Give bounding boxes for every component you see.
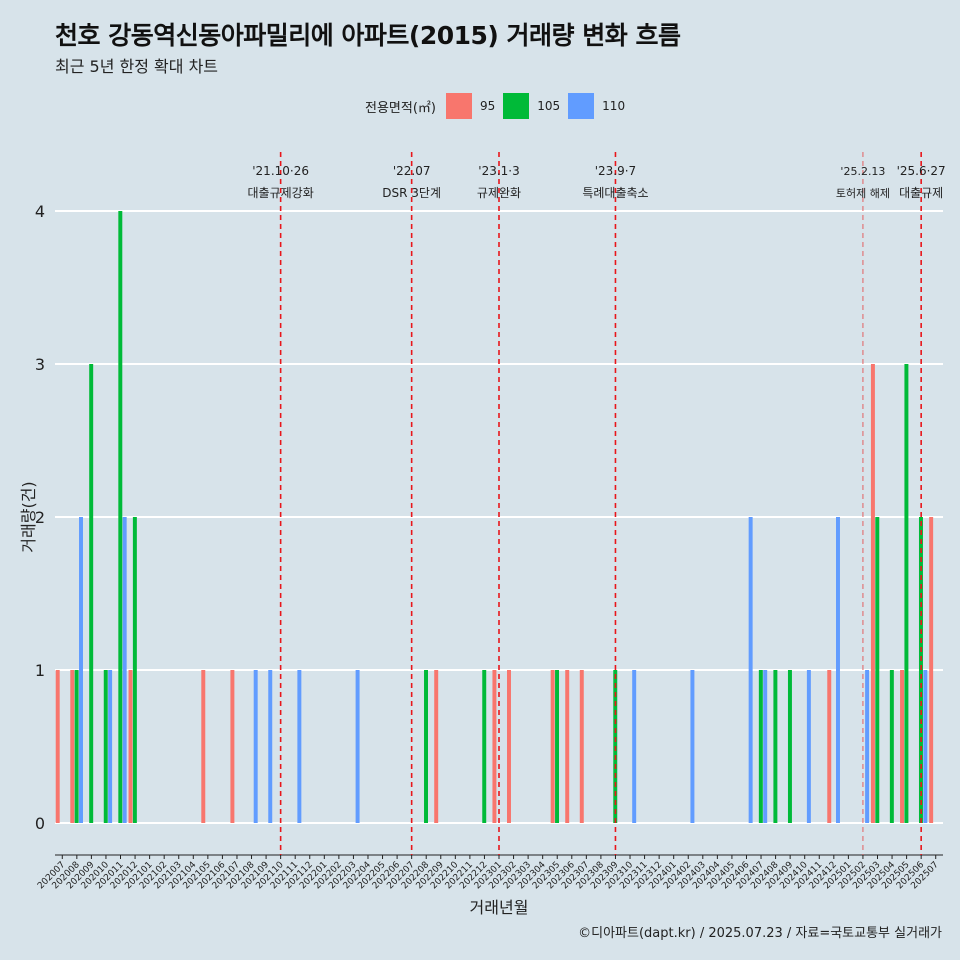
event-date-202207: '22.07 [393,164,431,178]
bar-105-202208 [424,670,428,823]
bar-110-202410 [806,670,811,823]
legend-item-110: 110 [568,93,625,119]
bar-110-202407 [763,670,768,823]
y-axis-title: 거래량(건) [19,481,38,552]
bar-110-202402 [690,670,695,823]
y-tick-label: 1 [35,661,45,680]
bar-110-202406 [748,517,753,823]
legend-item-95: 95 [445,93,496,119]
bar-105-202012 [132,517,137,823]
y-tick-label: 0 [35,814,45,833]
bar-105-202503 [875,517,880,823]
bar-95-202505 [900,670,905,823]
x-axis-title: 거래년월 [470,898,529,917]
source-credit: ©디아파트(dapt.kr) / 2025.07.23 / 자료=국토교통부 실… [578,926,942,941]
bar-105-202505 [904,364,909,823]
event-date-202506: '25.6·27 [897,164,946,178]
bar-95-202008 [70,670,75,823]
legend-swatch-105 [503,93,530,119]
event-label-202110: 대출규제강화 [248,186,314,200]
bar-105-202212 [482,670,487,823]
event-label-202506: 대출규제 [899,186,943,200]
legend-title: 전용면적(㎡) [365,100,436,116]
event-label-202301: 규제완화 [477,186,521,200]
bar-95-202105 [201,670,206,823]
bar-110-202203 [355,670,360,823]
bar-110-202010 [108,670,113,823]
y-tick-label: 3 [35,355,45,374]
bar-110-202109 [268,670,273,823]
bar-110-202412 [836,517,840,823]
event-label-202502: 토허제 해제 [836,186,890,200]
bar-105-202010 [103,670,108,823]
bar-95-202209 [434,670,439,823]
chart-title: 천호 강동역신동아파밀리에 아파트(2015) 거래량 변화 흐름 [55,21,681,50]
bar-105-202011 [118,211,123,823]
bar-105-202409 [787,670,792,823]
bar-105-202504 [889,670,894,823]
bar-95-202007 [55,670,60,823]
event-date-202309: '23.9·7 [595,164,636,178]
bar-110-202310 [632,670,637,823]
bar-95-202307 [579,670,584,823]
legend: 전용면적(㎡) 95 105 110 [365,93,633,119]
bar-110-202506 [923,670,928,823]
bar-110-202111 [297,670,302,823]
legend-item-105: 105 [503,93,560,119]
bar-95-202412 [827,670,832,823]
legend-label-105: 105 [537,99,561,113]
bar-110-202011 [122,517,127,823]
legend-swatch-110 [568,93,595,119]
event-label-202207: DSR 3단계 [382,186,441,200]
bar-110-202008 [79,517,83,823]
legend-label-110: 110 [602,99,626,113]
event-date-202301: '23.1·3 [478,164,519,178]
event-label-202309: 특례대출축소 [582,186,648,200]
y-tick-label: 4 [35,202,45,221]
bar-95-202305 [550,670,555,823]
bar-95-202301 [492,670,497,823]
bar-105-202009 [89,364,94,823]
bar-95-202012 [128,670,133,823]
bar-110-202502 [865,670,870,823]
chart-subtitle: 최근 5년 한정 확대 차트 [55,57,219,76]
bar-110-202108 [253,670,258,823]
legend-label-95: 95 [479,99,496,113]
bar-105-202408 [773,670,778,823]
bar-95-202302 [507,670,511,823]
y-tick-label: 2 [35,508,45,527]
bar-105-202407 [758,670,763,823]
legend-swatch-95 [445,93,472,119]
event-date-202110: '21.10·26 [252,164,309,178]
bar-95-202107 [230,670,235,823]
event-date-202502: '25.2.13 [840,165,885,178]
bar-105-202305 [555,670,560,823]
bar-95-202306 [565,670,570,823]
bar-105-202008 [74,670,79,823]
bar-95-202507 [929,517,934,823]
bar-95-202503 [870,364,875,823]
